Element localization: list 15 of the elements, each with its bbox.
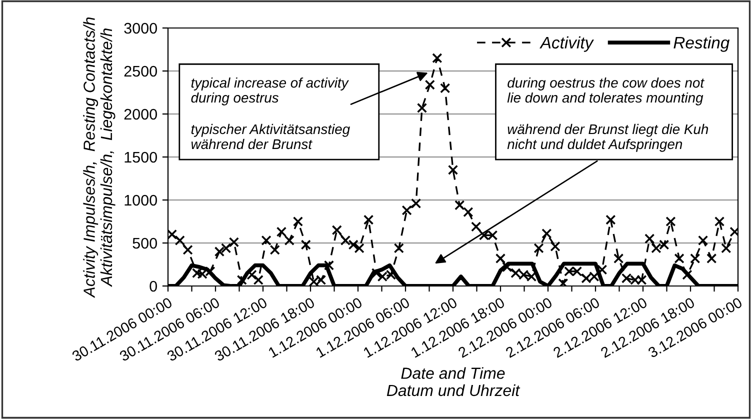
y-tick-label: 2500 <box>124 66 157 77</box>
legend-label: Activity <box>540 36 594 52</box>
annotation: typical increase of activity during oestrus <box>191 77 349 106</box>
annotation: typischer Aktivitätsanstieg während der Brunst <box>191 124 350 150</box>
x-axis-title: Date and Time Datum und Uhrzeit <box>386 367 520 396</box>
y-tick-label: 1500 <box>124 152 157 163</box>
y-tick-label: 0 <box>150 280 157 292</box>
annotation: during oestrus the cow does not lie down and tolerates mounting <box>507 77 705 106</box>
y-tick-label: 3000 <box>124 22 157 34</box>
y-tick-label: 1000 <box>124 194 157 206</box>
y-tick-label: 2000 <box>124 108 157 120</box>
y-axis-title: Activity Impulses/h, Resting Contacts/h Aktivitätsimpulse/h, Liegekontakte/h <box>83 17 116 298</box>
legend-label: Resting <box>674 36 730 52</box>
annotation: während der Brunst liegt die Kuh nicht und duldet Aufspringen <box>507 124 708 152</box>
y-tick-label: 500 <box>132 238 157 249</box>
